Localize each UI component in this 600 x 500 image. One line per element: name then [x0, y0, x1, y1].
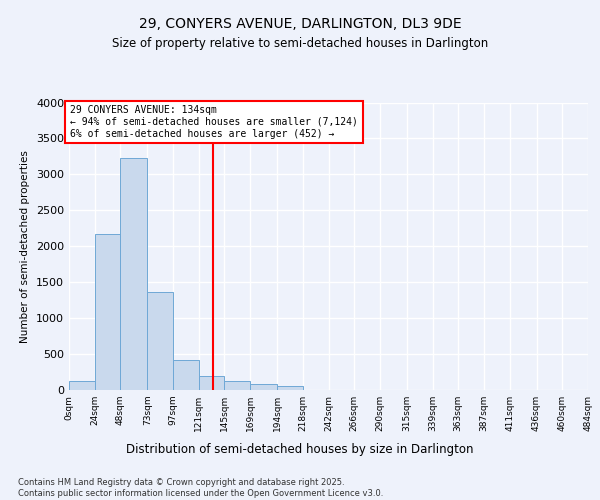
Bar [121, 158, 147, 390]
Text: Size of property relative to semi-detached houses in Darlington: Size of property relative to semi-detach… [112, 38, 488, 51]
Bar [199, 376, 224, 390]
Bar [277, 386, 303, 390]
Text: 29 CONYERS AVENUE: 134sqm
← 94% of semi-detached houses are smaller (7,124)
6% o: 29 CONYERS AVENUE: 134sqm ← 94% of semi-… [70, 106, 358, 138]
Bar [224, 380, 250, 390]
Y-axis label: Number of semi-detached properties: Number of semi-detached properties [20, 150, 31, 342]
Bar [69, 380, 95, 390]
Text: Contains HM Land Registry data © Crown copyright and database right 2025.
Contai: Contains HM Land Registry data © Crown c… [18, 478, 383, 498]
Text: 29, CONYERS AVENUE, DARLINGTON, DL3 9DE: 29, CONYERS AVENUE, DARLINGTON, DL3 9DE [139, 18, 461, 32]
Bar [173, 360, 199, 390]
Bar [95, 234, 121, 390]
Bar [250, 384, 277, 390]
Text: Distribution of semi-detached houses by size in Darlington: Distribution of semi-detached houses by … [126, 442, 474, 456]
Bar [147, 292, 173, 390]
